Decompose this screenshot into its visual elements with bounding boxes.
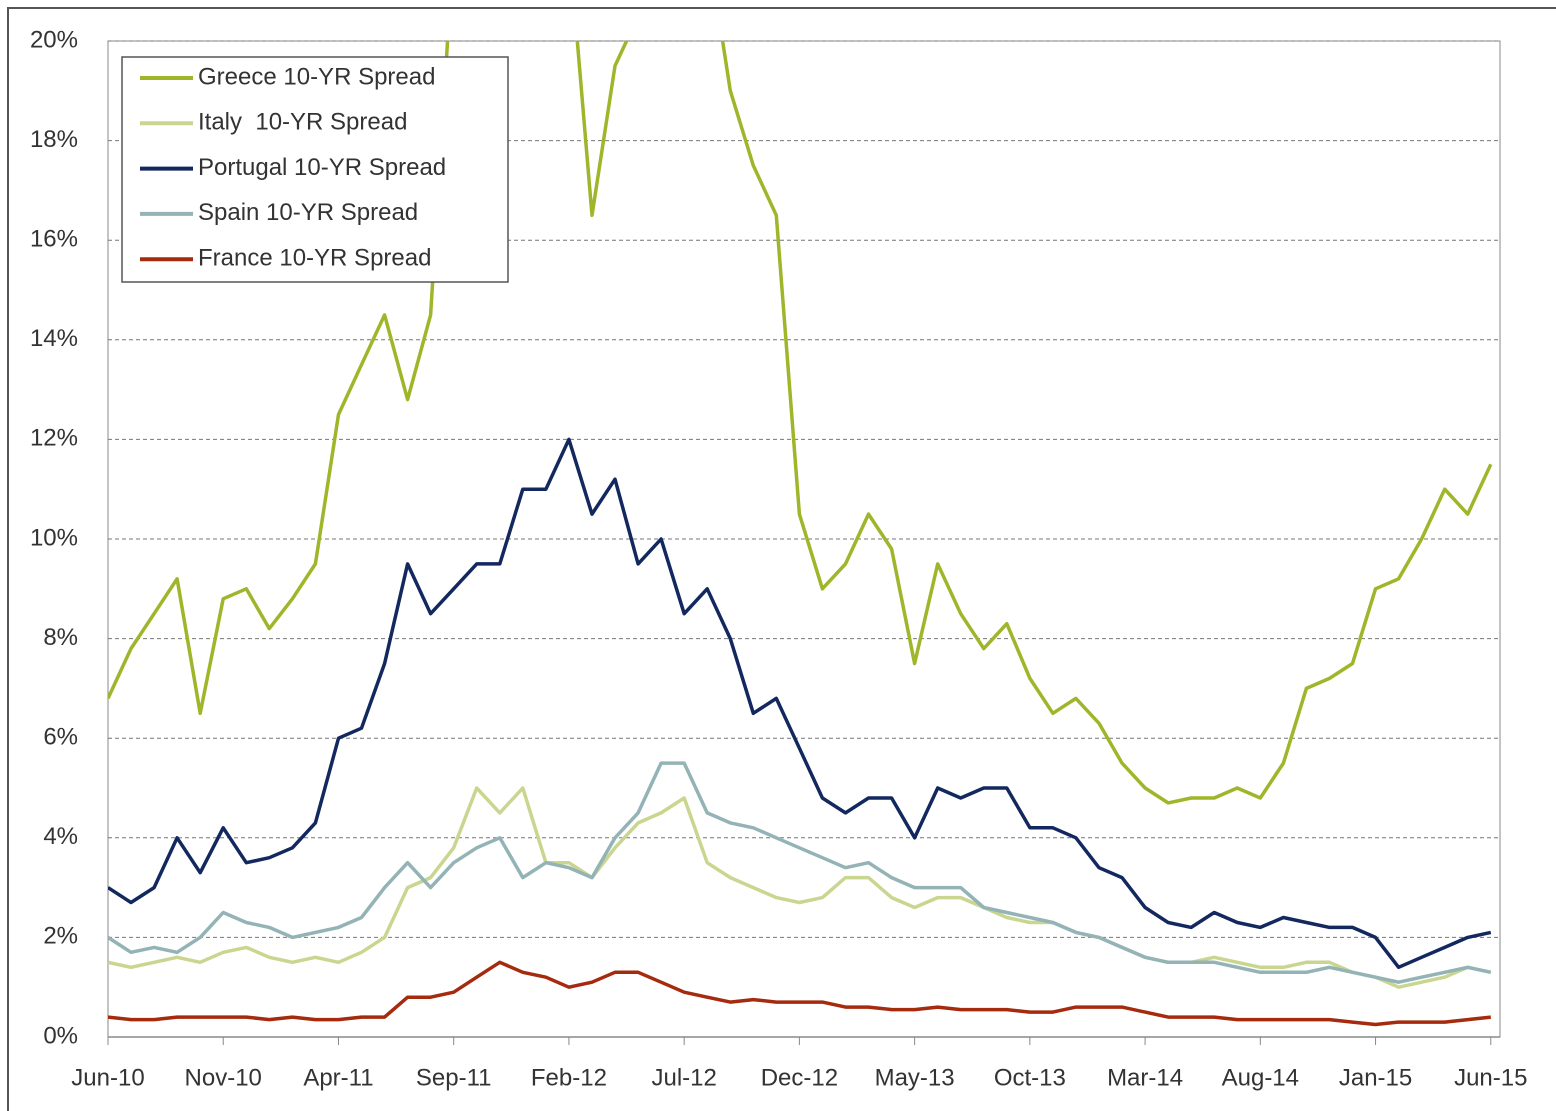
x-tick-label: Sep-11 <box>416 1064 492 1091</box>
x-tick-label: Feb-12 <box>531 1064 607 1091</box>
legend-label: Spain 10-YR Spread <box>198 199 418 226</box>
legend-label: Italy 10-YR Spread <box>198 109 407 136</box>
x-tick-label: Jun-10 <box>71 1064 144 1091</box>
legend-label: France 10-YR Spread <box>198 245 431 272</box>
series-line <box>108 437 1492 970</box>
y-tick-label: 10% <box>30 524 78 551</box>
frame <box>7 7 1556 1111</box>
series-line <box>108 41 1493 805</box>
series-line <box>108 960 1491 1027</box>
y-tick-label: 0% <box>43 1022 78 1049</box>
x-tick-label: Dec-12 <box>761 1064 838 1091</box>
y-tick-label: 18% <box>30 126 78 153</box>
x-tick-label: May-13 <box>875 1064 955 1091</box>
legend-label: Portugal 10-YR Spread <box>198 154 446 181</box>
legend-box <box>121 56 509 283</box>
y-tick-label: 8% <box>43 624 78 651</box>
y-tick-label: 16% <box>30 226 78 253</box>
x-tick-label: Jul-12 <box>651 1064 716 1091</box>
y-tick-label: 6% <box>43 724 78 751</box>
y-tick-label: 14% <box>30 325 78 352</box>
x-tick-label: Mar-14 <box>1107 1064 1183 1091</box>
x-tick-label: Jan-15 <box>1339 1064 1412 1091</box>
x-tick-label: Oct-13 <box>994 1064 1066 1091</box>
x-tick-label: Jun-15 <box>1454 1064 1527 1091</box>
series-line <box>108 786 1492 989</box>
series-line <box>108 761 1492 984</box>
x-tick-label: Aug-14 <box>1222 1064 1299 1091</box>
x-tick-label: Apr-11 <box>303 1064 373 1091</box>
y-tick-label: 4% <box>43 823 78 850</box>
legend-label: Greece 10-YR Spread <box>198 63 435 90</box>
x-tick-label: Nov-10 <box>185 1064 262 1091</box>
y-tick-label: 12% <box>30 425 78 452</box>
y-tick-label: 20% <box>30 26 78 53</box>
y-tick-label: 2% <box>43 923 78 950</box>
